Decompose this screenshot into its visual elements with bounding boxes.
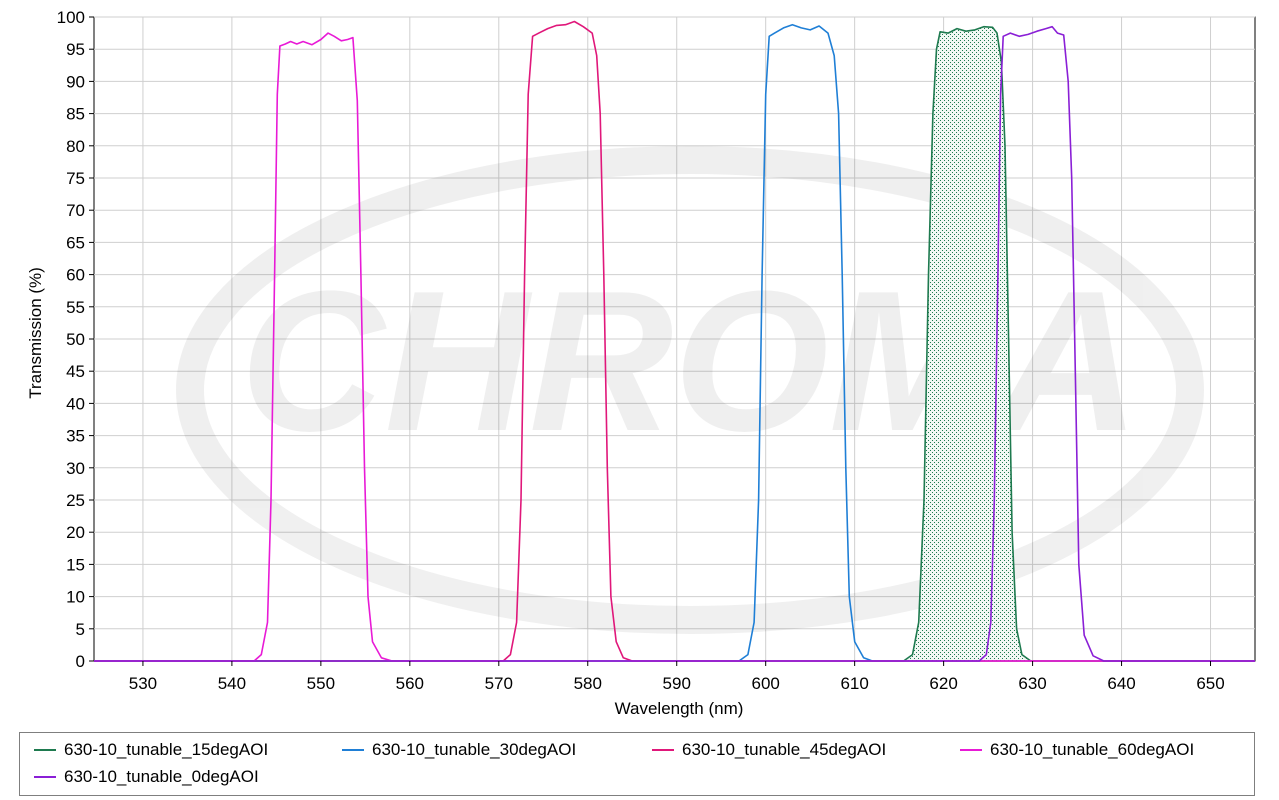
legend-swatch bbox=[960, 749, 982, 751]
y-tick-label: 85 bbox=[66, 105, 85, 124]
x-axis-title: Wavelength (nm) bbox=[615, 699, 744, 718]
y-tick-label: 80 bbox=[66, 137, 85, 156]
legend-item: 630-10_tunable_0degAOI bbox=[34, 766, 259, 788]
x-tick-label: 630 bbox=[1018, 674, 1046, 693]
x-tick-label: 610 bbox=[840, 674, 868, 693]
y-tick-label: 70 bbox=[66, 201, 85, 220]
legend-swatch bbox=[652, 749, 674, 751]
y-tick-label: 35 bbox=[66, 427, 85, 446]
legend-swatch bbox=[342, 749, 364, 751]
legend-item: 630-10_tunable_60degAOI bbox=[960, 739, 1194, 761]
legend-swatch bbox=[34, 749, 56, 751]
x-tick-label: 560 bbox=[396, 674, 424, 693]
series-fill-area bbox=[94, 26, 1255, 661]
transmission-chart: CHROMA 530 540 550 560 570 580 590 600 610 620 630… bbox=[26, 8, 1256, 718]
legend-swatch bbox=[34, 776, 56, 778]
y-tick-label: 15 bbox=[66, 555, 85, 574]
y-tick-label: 0 bbox=[76, 652, 85, 671]
legend-label: 630-10_tunable_45degAOI bbox=[682, 740, 887, 759]
y-tick-label: 50 bbox=[66, 330, 85, 349]
x-tick-label: 530 bbox=[129, 674, 157, 693]
y-tick-label: 10 bbox=[66, 588, 85, 607]
x-tick-label: 580 bbox=[574, 674, 602, 693]
y-tick-label: 45 bbox=[66, 362, 85, 381]
y-tick-label: 95 bbox=[66, 40, 85, 59]
y-tick-label: 20 bbox=[66, 523, 85, 542]
series-line-1 bbox=[94, 23, 1255, 662]
y-tick-label: 90 bbox=[66, 72, 85, 91]
y-tick-label: 30 bbox=[66, 459, 85, 478]
x-tick-label: 650 bbox=[1196, 674, 1224, 693]
y-tick-label: 25 bbox=[66, 491, 85, 510]
legend-item: 630-10_tunable_15degAOI bbox=[34, 739, 268, 761]
series-lines bbox=[94, 20, 1255, 662]
y-tick-label: 100 bbox=[57, 8, 85, 27]
y-tick-label: 75 bbox=[66, 169, 85, 188]
axis-ticks: 530 540 550 560 570 580 590 600 610 620 630 640 6500… bbox=[57, 8, 1225, 693]
y-tick-label: 40 bbox=[66, 394, 85, 413]
legend: 630-10_tunable_15degAOI 630-10_tunable_30… bbox=[19, 732, 1255, 796]
x-tick-label: 540 bbox=[218, 674, 246, 693]
y-tick-label: 65 bbox=[66, 233, 85, 252]
y-tick-label: 5 bbox=[76, 620, 85, 639]
series-line-4 bbox=[94, 25, 1255, 662]
legend-label: 630-10_tunable_15degAOI bbox=[64, 740, 269, 759]
y-tick-label: 55 bbox=[66, 298, 85, 317]
legend-item: 630-10_tunable_45degAOI bbox=[652, 739, 886, 761]
legend-item: 630-10_tunable_30degAOI bbox=[342, 739, 576, 761]
y-axis-title: Transmission (%) bbox=[26, 267, 45, 399]
series-line-0 bbox=[94, 25, 1255, 662]
x-tick-label: 570 bbox=[485, 674, 513, 693]
series-line-3 bbox=[94, 32, 1255, 662]
x-tick-label: 640 bbox=[1107, 674, 1135, 693]
legend-label: 630-10_tunable_60degAOI bbox=[990, 740, 1195, 759]
legend-label: 630-10_tunable_30degAOI bbox=[372, 740, 577, 759]
x-tick-label: 590 bbox=[663, 674, 691, 693]
x-tick-label: 600 bbox=[752, 674, 780, 693]
y-tick-label: 60 bbox=[66, 266, 85, 285]
x-tick-label: 620 bbox=[929, 674, 957, 693]
series-line-2 bbox=[94, 20, 1255, 662]
legend-label: 630-10_tunable_0degAOI bbox=[64, 767, 259, 786]
x-tick-label: 550 bbox=[307, 674, 335, 693]
